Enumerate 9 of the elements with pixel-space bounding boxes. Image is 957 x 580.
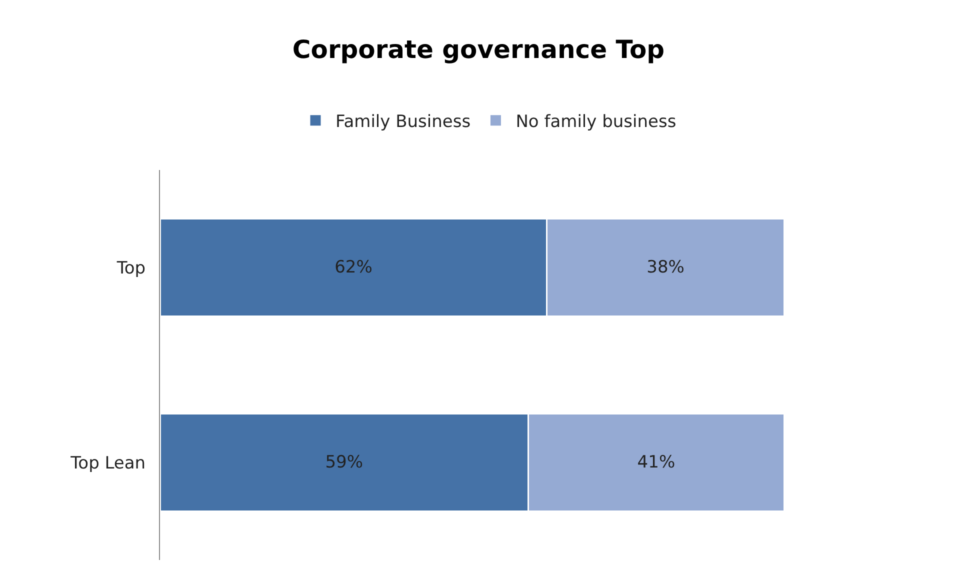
- data-label: 41%: [637, 452, 676, 472]
- y-tick-label: Top: [116, 258, 146, 278]
- legend-label: No family business: [516, 112, 676, 132]
- data-label: 59%: [325, 452, 364, 472]
- chart-title: Corporate governance Top: [292, 35, 665, 64]
- data-label: 62%: [334, 258, 372, 278]
- legend-label: Family Business: [336, 112, 471, 132]
- y-tick-label: Top Lean: [70, 453, 146, 474]
- data-label: 38%: [646, 258, 684, 278]
